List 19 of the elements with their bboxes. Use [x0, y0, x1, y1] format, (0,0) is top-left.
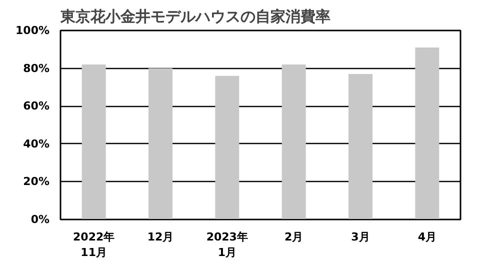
bar [415, 48, 440, 220]
x-tick-label: 3月 [351, 230, 370, 244]
chart-title: 東京花小金井モデルハウスの自家消費率 [60, 8, 330, 26]
y-tick-label: 100% [16, 24, 50, 37]
x-tick-label: 4月 [418, 230, 436, 244]
x-tick-label: 2022年 11月 [73, 230, 115, 260]
y-tick-label: 40% [23, 137, 50, 150]
y-tick-label: 20% [23, 175, 50, 188]
bar [82, 64, 106, 220]
bar [348, 74, 372, 220]
bar [215, 76, 240, 220]
y-tick-label: 0% [30, 213, 50, 226]
x-tick-label: 2月 [284, 230, 304, 244]
y-tick-label: 80% [23, 62, 50, 75]
y-tick-label: 60% [23, 100, 50, 113]
x-tick-label: 2023年 1月 [206, 230, 248, 260]
bar [282, 64, 306, 220]
x-tick-label: 12月 [147, 230, 174, 244]
bar [148, 68, 172, 220]
